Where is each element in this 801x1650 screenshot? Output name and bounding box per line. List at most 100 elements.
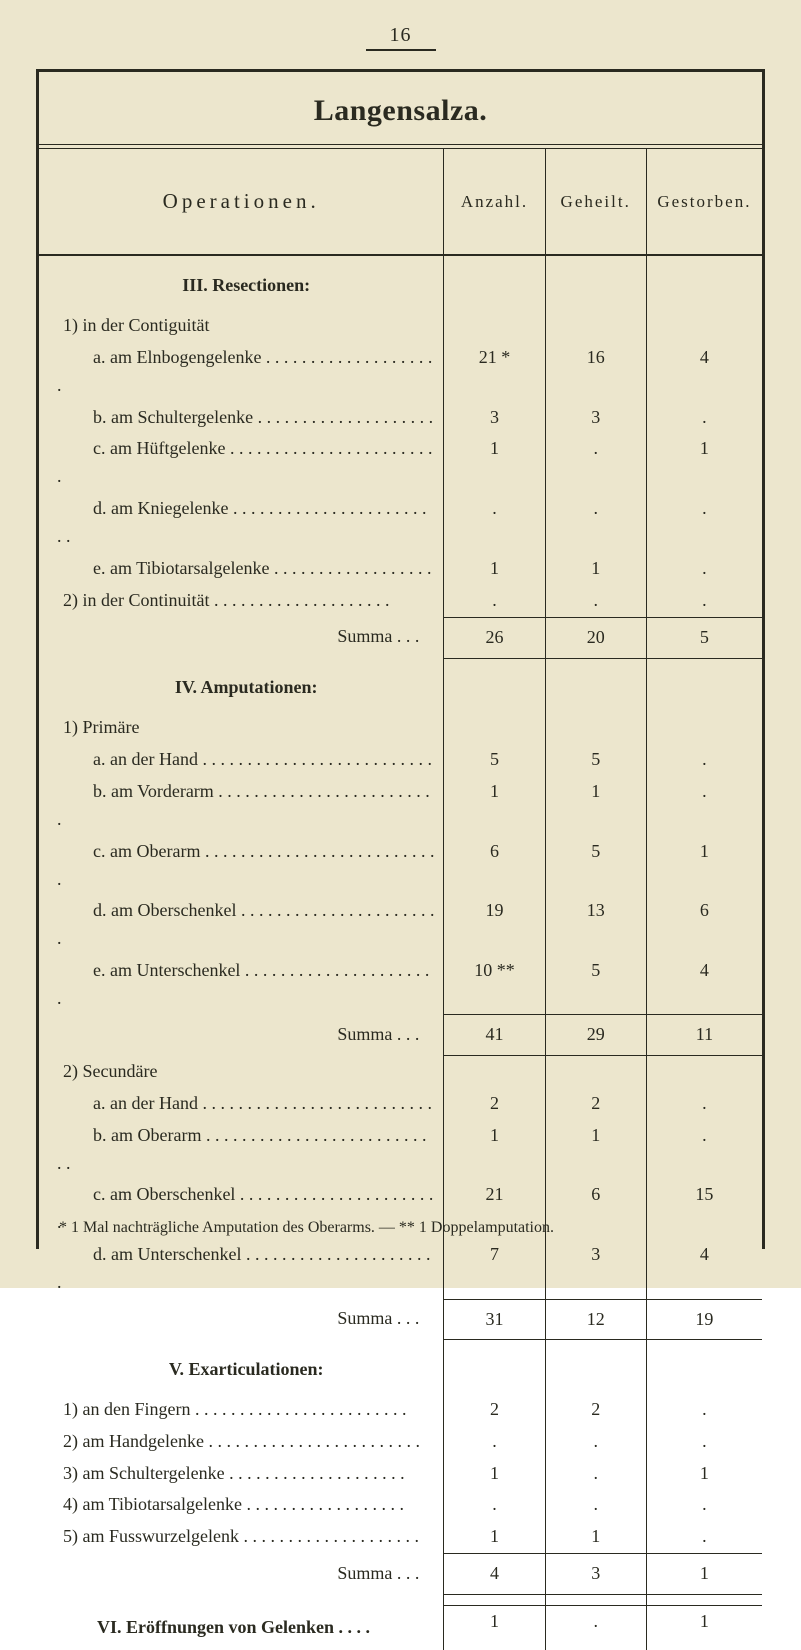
table-row: c. am Oberarm . . . . . . . . . . . . . …	[39, 836, 762, 896]
cell-gestorben: .	[646, 1120, 762, 1180]
row-label: 5) am Fusswurzelgelenk . . . . . . . . .…	[57, 1526, 419, 1546]
row-label: 1) in der Contiguität	[57, 315, 209, 335]
table-row: d. am Oberschenkel . . . . . . . . . . .…	[39, 895, 762, 955]
table-row: 1) in der Contiguität	[39, 310, 762, 342]
summa-geheilt: 12	[545, 1299, 646, 1340]
row-label: 2) Secundäre	[57, 1061, 157, 1081]
cell-geheilt: .	[545, 493, 646, 553]
cell-geheilt: 5	[545, 744, 646, 776]
cell-anzahl: 10 **	[444, 955, 545, 1015]
cell-anzahl: 1	[444, 1458, 545, 1490]
row-label: b. am Oberarm . . . . . . . . . . . . . …	[57, 1125, 426, 1173]
row-label: d. am Oberschenkel . . . . . . . . . . .…	[57, 900, 434, 948]
summa-gestorben: 11	[646, 1015, 762, 1056]
row-label: 2) am Handgelenke . . . . . . . . . . . …	[57, 1431, 420, 1451]
row-label: a. an der Hand . . . . . . . . . . . . .…	[57, 1093, 432, 1113]
cell-anzahl: 2	[444, 1088, 545, 1120]
row-label: b. am Schultergelenke . . . . . . . . . …	[57, 407, 433, 427]
summa-label: Summa . . .	[39, 617, 444, 658]
cell-geheilt: 2	[545, 1088, 646, 1120]
summa-label: Summa . . .	[39, 1299, 444, 1340]
row-label: 1) Primäre	[57, 717, 139, 737]
summa-anzahl: 31	[444, 1299, 545, 1340]
table-row: 5) am Fusswurzelgelenk . . . . . . . . .…	[39, 1521, 762, 1553]
page: 16 Langensalza. Operationen. Anzahl. Geh…	[0, 0, 801, 1288]
table-row: b. am Schultergelenke . . . . . . . . . …	[39, 402, 762, 434]
table-row: b. am Oberarm . . . . . . . . . . . . . …	[39, 1120, 762, 1180]
page-number-rule	[366, 49, 436, 51]
row-label: 1) an den Fingern . . . . . . . . . . . …	[57, 1399, 406, 1419]
section-vi-label: VI. Eröffnungen von Gelenken . . . .	[57, 1608, 435, 1648]
cell-anzahl: .	[444, 585, 545, 617]
table-row: 2) am Handgelenke . . . . . . . . . . . …	[39, 1426, 762, 1458]
cell-geheilt: .	[545, 1458, 646, 1490]
summa-row: Summa . . .311219	[39, 1299, 762, 1340]
col-anzahl: Anzahl.	[444, 149, 545, 255]
summa-anzahl: 26	[444, 617, 545, 658]
summa-row: Summa . . .26205	[39, 617, 762, 658]
summa-gestorben: 5	[646, 617, 762, 658]
cell-anzahl: 19	[444, 895, 545, 955]
cell-gestorben: .	[646, 1426, 762, 1458]
cell-geheilt: .	[545, 1489, 646, 1521]
summa-anzahl: 4	[444, 1554, 545, 1595]
table-header-row: Operationen. Anzahl. Geheilt. Gestorben.	[39, 149, 762, 255]
table-row: 1) an den Fingern . . . . . . . . . . . …	[39, 1394, 762, 1426]
summa-geheilt: 20	[545, 617, 646, 658]
row-label: e. am Tibiotarsalgelenke . . . . . . . .…	[57, 558, 431, 578]
row-label: 3) am Schultergelenke . . . . . . . . . …	[57, 1463, 405, 1483]
row-label: c. am Hüftgelenke . . . . . . . . . . . …	[57, 438, 432, 486]
summa-label: Summa . . .	[39, 1015, 444, 1056]
cell-gestorben: 1	[646, 1458, 762, 1490]
cell-gestorben: .	[646, 744, 762, 776]
cell-geheilt: 13	[545, 895, 646, 955]
cell-geheilt: .	[545, 585, 646, 617]
row-label: c. am Oberarm . . . . . . . . . . . . . …	[57, 841, 434, 889]
section-heading-row: III. Resectionen:	[39, 255, 762, 310]
cell-gestorben: .	[646, 776, 762, 836]
summa-geheilt: 29	[545, 1015, 646, 1056]
table-row: a. am Elnbogengelenke . . . . . . . . . …	[39, 342, 762, 402]
col-gestorben: Gestorben.	[646, 149, 762, 255]
cell-anzahl: 1	[444, 776, 545, 836]
cell-geheilt: .	[545, 433, 646, 493]
footnote: * 1 Mal nachträgliche Amputation des Obe…	[59, 1219, 742, 1237]
cell-geheilt: 1	[545, 1521, 646, 1553]
cell-gestorben: .	[646, 402, 762, 434]
cell-geheilt: 1	[545, 776, 646, 836]
cell-anzahl: 21 *	[444, 342, 545, 402]
row-label: a. am Elnbogengelenke . . . . . . . . . …	[57, 347, 432, 395]
cell-gestorben: 1	[646, 1606, 762, 1650]
cell-gestorben: 6	[646, 895, 762, 955]
summa-row: Summa . . .431	[39, 1554, 762, 1595]
table-row: e. am Tibiotarsalgelenke . . . . . . . .…	[39, 553, 762, 585]
cell-gestorben: 4	[646, 955, 762, 1015]
section-heading: III. Resectionen:	[57, 258, 435, 308]
col-geheilt: Geheilt.	[545, 149, 646, 255]
cell-anzahl: 1	[444, 433, 545, 493]
cell-gestorben: 4	[646, 1239, 762, 1299]
cell-anzahl: .	[444, 1489, 545, 1521]
summa-gestorben: 1	[646, 1554, 762, 1595]
cell-geheilt: 3	[545, 402, 646, 434]
table-row: e. am Unterschenkel . . . . . . . . . . …	[39, 955, 762, 1015]
table-row: VI. Eröffnungen von Gelenken . . . .1.1	[39, 1606, 762, 1650]
table-row: d. am Kniegelenke . . . . . . . . . . . …	[39, 493, 762, 553]
cell-geheilt: .	[545, 1426, 646, 1458]
cell-geheilt: 5	[545, 836, 646, 896]
cell-gestorben: 4	[646, 342, 762, 402]
table-row: 2) Secundäre	[39, 1056, 762, 1088]
cell-anzahl: 3	[444, 402, 545, 434]
cell-geheilt: 2	[545, 1394, 646, 1426]
section-heading: IV. Amputationen:	[57, 660, 435, 710]
section-heading: V. Exarticulationen:	[57, 1342, 435, 1392]
cell-gestorben: .	[646, 1394, 762, 1426]
cell-anzahl: 7	[444, 1239, 545, 1299]
row-label: d. am Kniegelenke . . . . . . . . . . . …	[57, 498, 426, 546]
cell-anzahl: 1	[444, 1606, 545, 1650]
main-table: Operationen. Anzahl. Geheilt. Gestorben.…	[39, 149, 762, 1650]
page-number: 16	[36, 24, 765, 47]
row-label: b. am Vorderarm . . . . . . . . . . . . …	[57, 781, 430, 829]
table-row: a. an der Hand . . . . . . . . . . . . .…	[39, 1088, 762, 1120]
cell-geheilt: 3	[545, 1239, 646, 1299]
